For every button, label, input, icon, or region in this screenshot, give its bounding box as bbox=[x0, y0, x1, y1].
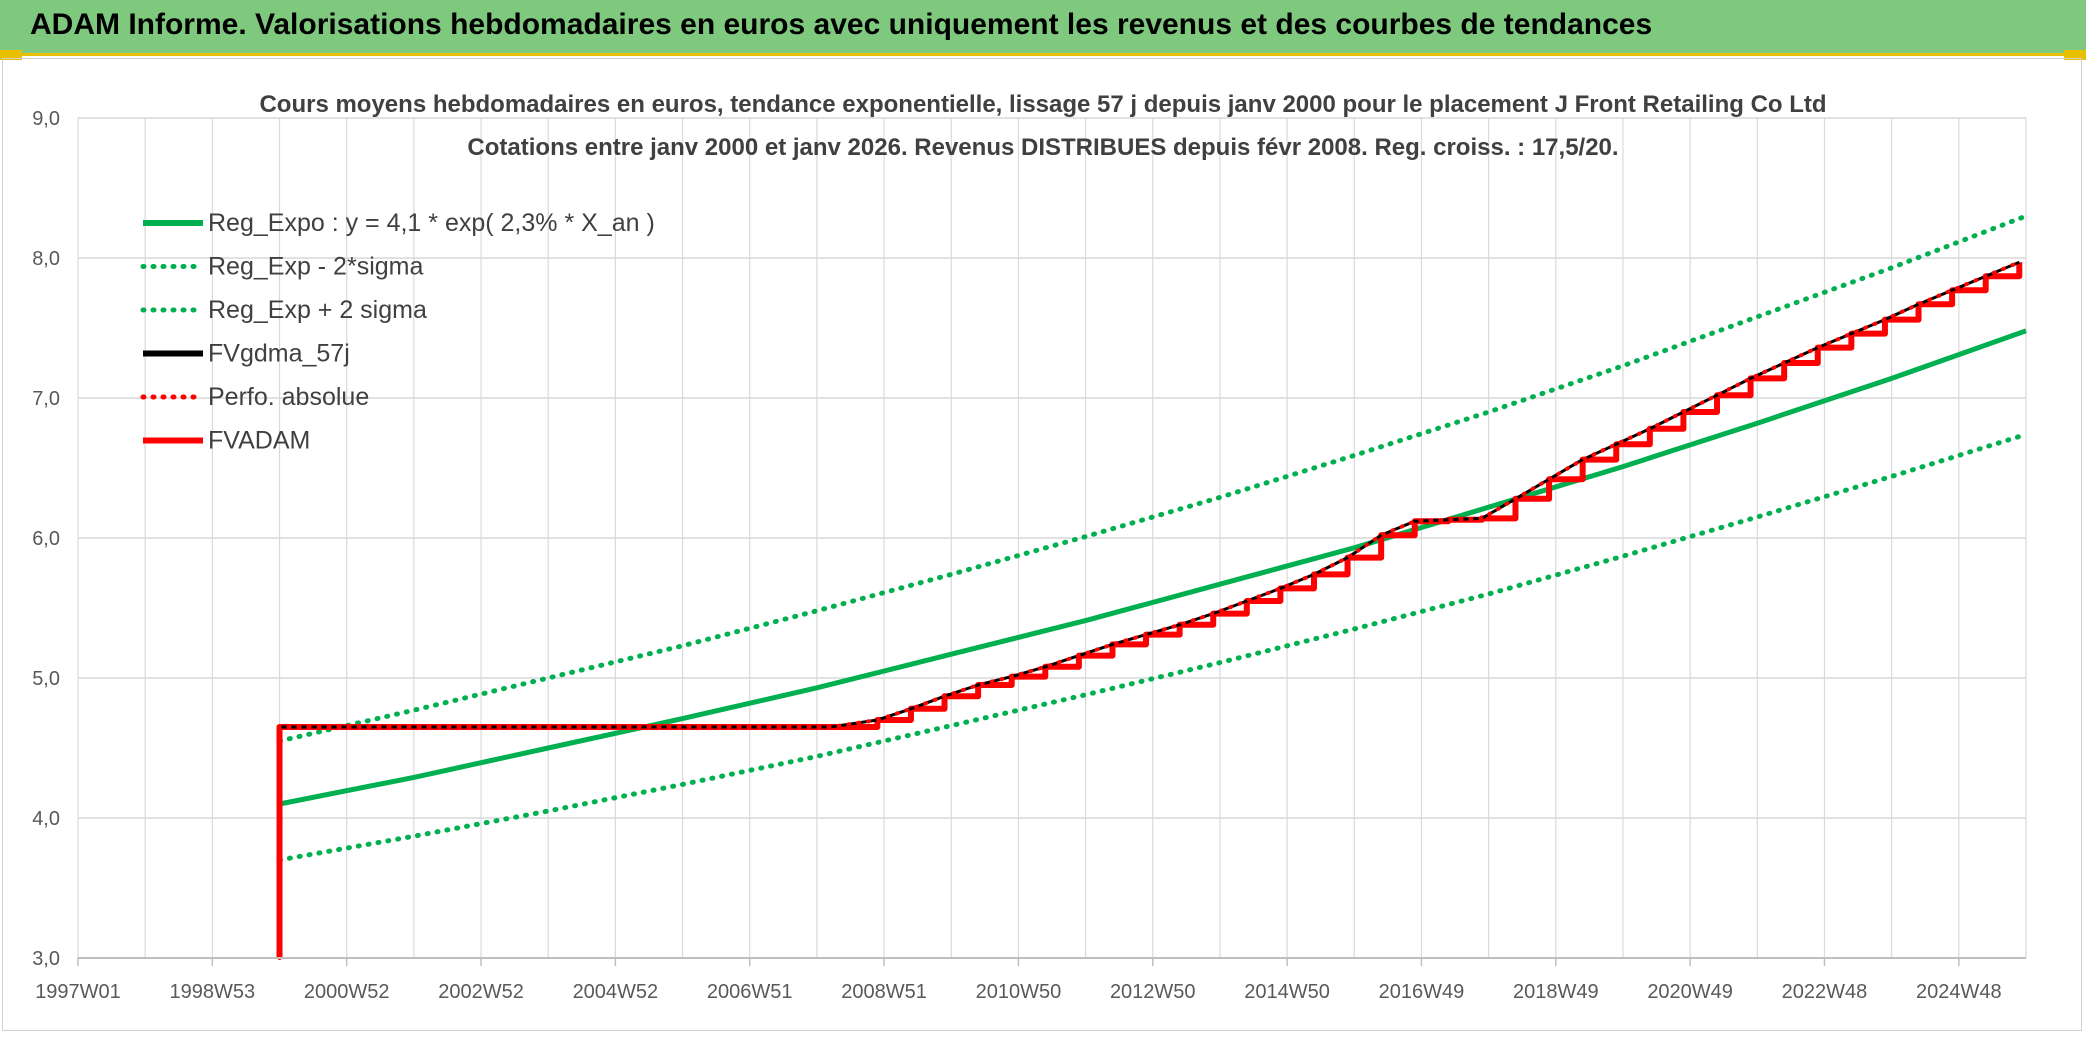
banner-title: ADAM Informe. Valorisations hebdomadaire… bbox=[30, 8, 1653, 41]
x-tick-label: 2012W50 bbox=[1110, 981, 1196, 1003]
chart-frame bbox=[2, 58, 2082, 1031]
grid bbox=[77, 117, 2027, 959]
x-tick-label: 2022W48 bbox=[1782, 981, 1868, 1003]
x-tick-label: 2002W52 bbox=[438, 981, 524, 1003]
x-tick-label: 2006W51 bbox=[707, 981, 793, 1003]
x-tick-label: 2018W49 bbox=[1513, 981, 1599, 1003]
series-line-1 bbox=[277, 431, 2029, 863]
x-tick-label: 2004W52 bbox=[573, 981, 659, 1003]
corner-marker-left bbox=[0, 50, 22, 60]
x-tick-label: 2010W50 bbox=[976, 981, 1062, 1003]
legend-label: Perfo. absolue bbox=[208, 383, 369, 411]
corner-marker-right bbox=[2064, 50, 2086, 60]
x-tick-label: 2024W48 bbox=[1916, 981, 2002, 1003]
x-tick-label: 2000W52 bbox=[304, 981, 390, 1003]
y-tick-label: 7,0 bbox=[32, 388, 60, 410]
series-line-2 bbox=[277, 213, 2029, 744]
series-line-0 bbox=[279, 328, 2027, 807]
legend-label: FVgdma_57j bbox=[208, 340, 350, 368]
y-tick-label: 5,0 bbox=[32, 668, 60, 690]
y-tick-label: 8,0 bbox=[32, 248, 60, 270]
series-layer bbox=[276, 213, 2029, 960]
legend-label: Reg_Exp - 2*sigma bbox=[208, 253, 423, 281]
chart-title: Cours moyens hebdomadaires en euros, ten… bbox=[259, 91, 1826, 118]
x-tick-label: 2014W50 bbox=[1244, 981, 1330, 1003]
banner: ADAM Informe. Valorisations hebdomadaire… bbox=[0, 0, 2086, 56]
series-line-5 bbox=[276, 262, 2023, 958]
y-tick-label: 9,0 bbox=[32, 108, 60, 130]
legend-label: Reg_Exp + 2 sigma bbox=[208, 296, 427, 324]
y-tick-label: 4,0 bbox=[32, 808, 60, 830]
legend: Reg_Expo : y = 4,1 * exp( 2,3% * X_an ) R… bbox=[140, 209, 655, 455]
chart-subtitle: Cotations entre janv 2000 et janv 2026. … bbox=[467, 134, 1618, 161]
y-tick-label: 6,0 bbox=[32, 528, 60, 550]
legend-label: Reg_Expo : y = 4,1 * exp( 2,3% * X_an ) bbox=[208, 209, 655, 237]
series-line-4 bbox=[277, 260, 2022, 960]
x-tick-label: 1998W53 bbox=[170, 981, 256, 1003]
x-tick-label: 2008W51 bbox=[841, 981, 927, 1003]
x-tick-label: 2016W49 bbox=[1379, 981, 1465, 1003]
x-tick-label: 2020W49 bbox=[1647, 981, 1733, 1003]
y-tick-label: 3,0 bbox=[32, 948, 60, 970]
axes: 3,0 4,0 5,0 6,0 7,0 8,0 9,0 1997W01 1998W53 2000W… bbox=[32, 108, 2026, 1003]
series-line-3 bbox=[279, 260, 2020, 729]
x-tick-label: 1997W01 bbox=[35, 981, 121, 1003]
legend-label: FVADAM bbox=[208, 427, 310, 455]
